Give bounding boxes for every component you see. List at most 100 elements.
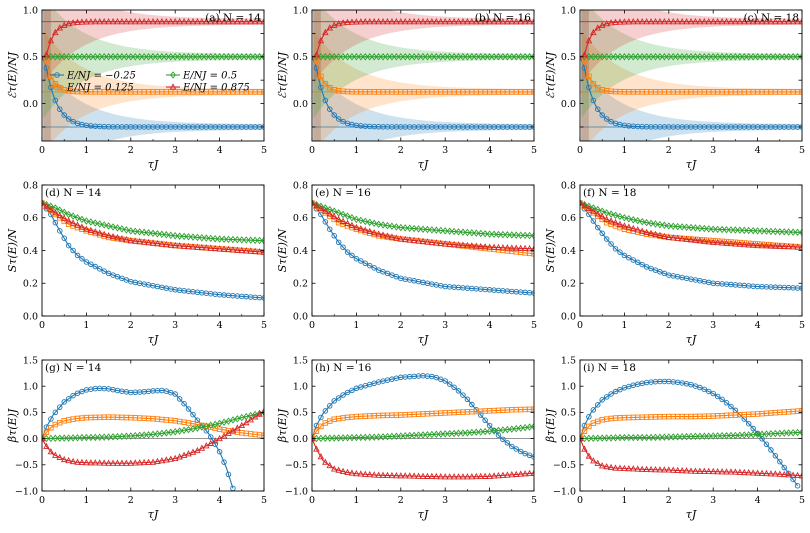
data-point — [181, 232, 187, 241]
data-point — [780, 17, 788, 25]
data-point — [460, 392, 466, 398]
data-point — [225, 245, 232, 253]
data-point — [229, 246, 237, 253]
data-point — [229, 427, 237, 434]
data-point — [340, 53, 346, 61]
data-point — [794, 471, 801, 479]
data-point — [639, 261, 645, 268]
data-point — [349, 387, 355, 394]
data-point — [88, 261, 94, 268]
data-point — [221, 418, 227, 426]
series-2 — [580, 408, 802, 442]
data-point — [150, 53, 156, 61]
data-point — [776, 470, 784, 477]
data-point — [517, 470, 524, 477]
data-point — [65, 217, 72, 224]
data-point — [727, 17, 735, 25]
data-point — [406, 472, 413, 479]
data-point — [736, 468, 744, 475]
data-point — [500, 53, 506, 61]
legend-label: E/NJ = 0.875 — [182, 83, 250, 94]
data-point — [136, 228, 143, 236]
data-point — [203, 442, 210, 449]
data-point — [216, 235, 223, 243]
data-point — [167, 231, 174, 239]
x-tick-label: 4 — [755, 495, 761, 506]
data-point — [727, 468, 735, 475]
data-point — [190, 411, 196, 418]
data-point — [741, 53, 748, 61]
series-3 — [312, 53, 534, 61]
series-4 — [580, 17, 802, 58]
data-point — [401, 17, 409, 25]
data-point — [145, 430, 152, 439]
data-point — [508, 17, 516, 25]
series-line — [312, 426, 534, 440]
data-point — [234, 415, 241, 423]
data-point — [176, 453, 183, 460]
data-point — [69, 219, 77, 226]
data-point — [43, 434, 50, 443]
data-point — [132, 227, 139, 236]
x-axis-label: τJ — [148, 508, 159, 521]
data-point — [344, 468, 351, 475]
data-point — [119, 432, 125, 441]
data-point — [586, 434, 592, 443]
data-point — [238, 413, 245, 422]
data-point — [123, 235, 130, 243]
data-point — [468, 428, 475, 437]
data-point — [777, 458, 783, 465]
data-point — [366, 433, 373, 441]
data-point — [344, 389, 351, 396]
axes-frame — [41, 359, 265, 492]
data-point — [603, 20, 610, 27]
data-point — [491, 53, 497, 61]
data-point — [512, 470, 520, 477]
data-point — [57, 228, 63, 234]
data-point — [473, 53, 480, 61]
data-point — [243, 53, 250, 61]
data-point — [607, 217, 615, 224]
data-point — [656, 17, 664, 25]
data-point — [353, 53, 360, 61]
data-point — [759, 430, 765, 438]
data-point — [159, 429, 165, 438]
data-point — [763, 441, 770, 448]
data-point — [688, 53, 694, 61]
series-3 — [312, 422, 534, 443]
data-point — [415, 53, 422, 61]
data-point — [185, 53, 192, 61]
data-point — [745, 53, 752, 61]
data-point — [353, 469, 360, 477]
panel-label: (f) N = 18 — [583, 187, 636, 199]
series-4 — [312, 17, 534, 58]
data-point — [141, 228, 147, 237]
data-point — [397, 17, 405, 25]
data-point — [52, 219, 59, 226]
series-4 — [312, 199, 534, 252]
data-point — [221, 53, 227, 61]
data-point — [131, 459, 139, 466]
y-tick-label: −1.0 — [553, 486, 576, 497]
data-point — [504, 53, 511, 61]
legend-label: E/NJ = 0.125 — [66, 83, 134, 94]
data-point — [256, 53, 263, 61]
data-point — [714, 53, 721, 61]
data-point — [96, 53, 103, 61]
data-point — [410, 472, 418, 479]
data-point — [344, 249, 351, 255]
data-point — [379, 17, 387, 25]
data-point — [491, 230, 497, 239]
x-axis-label: τJ — [418, 508, 429, 521]
data-point — [171, 241, 179, 249]
y-tick-label: 1.0 — [561, 382, 576, 393]
data-point — [344, 434, 351, 442]
data-point — [504, 425, 511, 434]
data-point — [335, 239, 342, 246]
data-point — [772, 429, 779, 438]
data-point — [625, 18, 633, 25]
series-1 — [42, 200, 264, 301]
panel-label: (i) N = 18 — [583, 362, 636, 374]
data-point — [799, 89, 802, 95]
data-point — [379, 471, 387, 478]
